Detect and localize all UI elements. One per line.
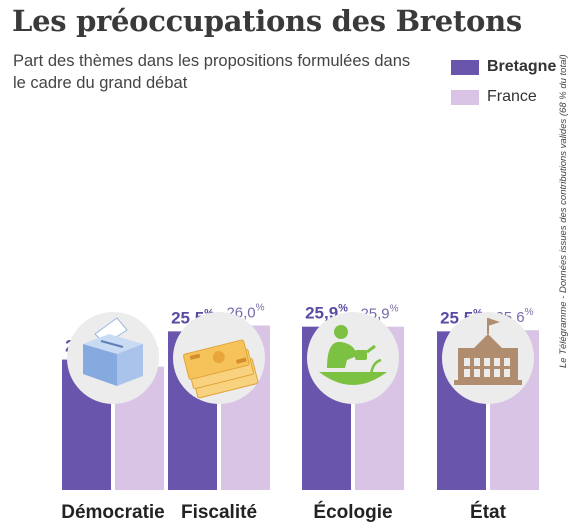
bar-group-2: 25,9% 25,9%Écologie [302,303,404,523]
bar-group-0: 23,1%22,5%Démocratie [61,312,165,523]
legend-label-france: France [487,88,537,105]
banknotes-icon [183,339,259,399]
legend-swatch-bretagne [451,59,479,75]
category-label-1: Fiscalité [181,502,257,523]
chart-title: Les préoccupations des Bretons [12,4,522,38]
icon-circle-2 [307,312,399,404]
bar-group-1: 25,5%26,0%Fiscalité [168,303,270,523]
legend-item-france: France [451,88,537,106]
legend-swatch-france [451,89,479,105]
legend-item-bretagne: Bretagne [451,58,556,76]
ballot-box-icon [83,317,143,386]
source-note: Le Télégramme - Données issues des contr… [558,54,569,368]
data-label-bretagne-2: 25,9% [305,303,348,323]
government-building-icon [454,318,522,385]
gardener-icon [319,325,387,385]
category-label-0: Démocratie [61,502,165,523]
legend-label-bretagne: Bretagne [487,58,557,75]
category-label-3: État [470,501,507,523]
bar-group-3: 25,5%25,6%État [437,307,539,523]
chart-subtitle: Part des thèmes dans les propositions fo… [13,52,411,92]
category-label-2: Écologie [313,501,392,523]
